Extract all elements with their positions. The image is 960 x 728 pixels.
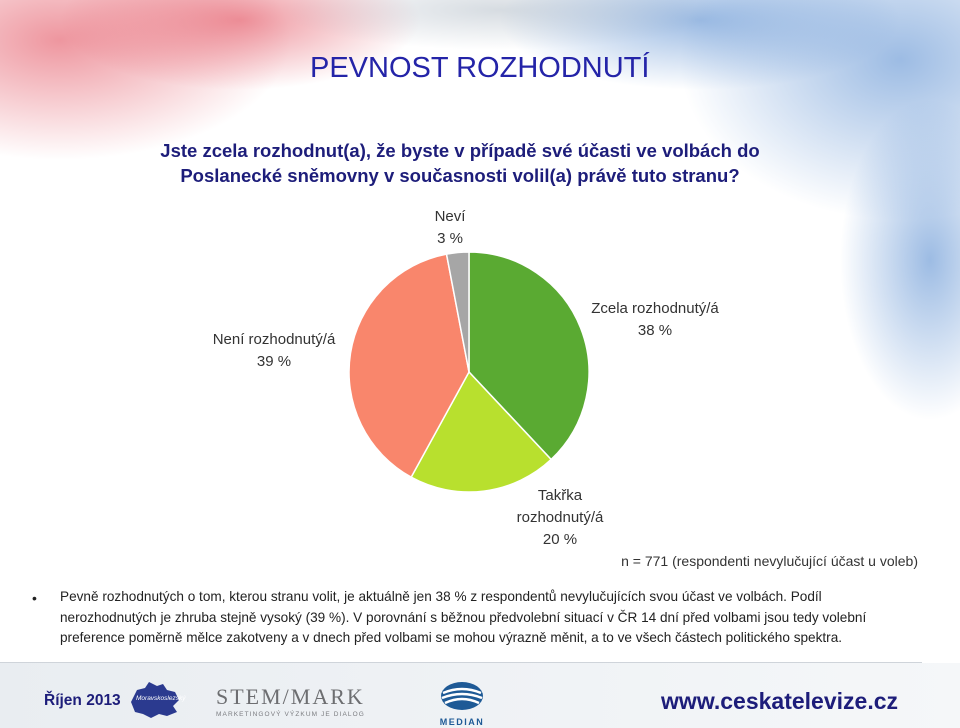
slice-label-line: Takřka (537, 487, 583, 504)
slice-value-text: 38 % (637, 322, 673, 339)
median-logo: MEDIAN (437, 681, 487, 727)
stem-mark-tagline: MARKETINGOVÝ VÝZKUM JE DIALOG (216, 711, 365, 718)
stem-mark-logo: STEM/MARK MARKETINGOVÝ VÝZKUM JE DIALOG (216, 684, 365, 719)
region-logo: Moravskoslezský (123, 680, 186, 720)
slice-value-text: 20 % (542, 531, 578, 548)
survey-question: Jste zcela rozhodnut(a), že byste v příp… (160, 140, 760, 186)
slide-title: PEVNOST ROZHODNUTÍ (310, 52, 650, 84)
slice-label-takrka: Takřka rozhodnutý/á 20 % (470, 485, 650, 551)
median-globe-icon (441, 682, 483, 710)
slice-label-line: rozhodnutý/á (516, 509, 604, 526)
commentary-bullet: • Pevně rozhodnutých o tom, kterou stran… (32, 587, 912, 649)
region-map-icon (131, 682, 179, 718)
sample-size-note: n = 771 (respondenti nevylučující účast … (621, 553, 918, 569)
slice-label-zcela: Zcela rozhodnutý/á 38 % (565, 298, 745, 342)
commentary-text: Pevně rozhodnutých o tom, kterou stranu … (60, 589, 867, 645)
region-logo-text: Moravskoslezský (136, 695, 186, 702)
bullet-icon: • (32, 590, 37, 606)
slice-label-text: Zcela rozhodnutý/á (591, 300, 719, 317)
stem-mark-name: STEM/MARK (216, 684, 365, 709)
footer-date: Říjen 2013 (44, 692, 121, 709)
footer-url[interactable]: www.ceskatelevize.cz (661, 688, 898, 714)
pie-slice-zcela (468, 251, 590, 461)
slice-label-text: Neví (434, 208, 466, 225)
slice-label-text: Není rozhodnutý/á (212, 331, 336, 348)
pie-slice-neni (348, 253, 470, 479)
slice-label-text: Takřka rozhodnutý/á (470, 485, 650, 529)
pie-slice-takrka (410, 370, 553, 493)
slice-label-nevi: Neví 3 % (360, 206, 540, 250)
slice-label-neni: Není rozhodnutý/á 39 % (184, 329, 364, 373)
slice-value-text: 3 % (437, 230, 463, 247)
pie-slice-nevi (445, 251, 470, 373)
median-name: MEDIAN (439, 717, 485, 727)
slice-value-text: 39 % (256, 353, 292, 370)
footer-divider (0, 662, 922, 663)
